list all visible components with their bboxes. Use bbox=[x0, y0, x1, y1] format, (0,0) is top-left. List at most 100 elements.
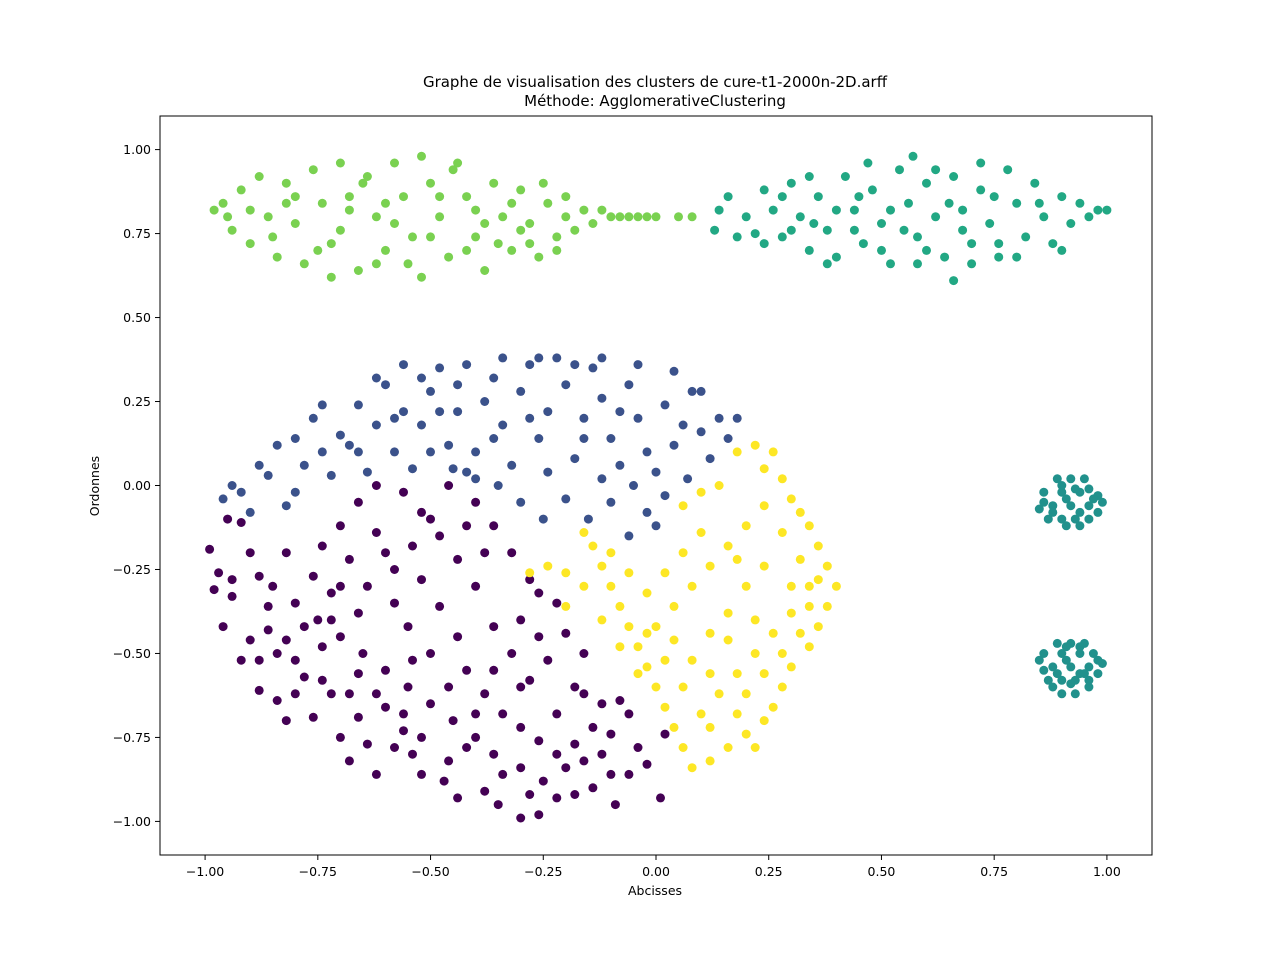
data-point bbox=[1052, 474, 1062, 484]
data-point bbox=[408, 749, 417, 759]
data-point bbox=[489, 521, 499, 531]
data-point bbox=[831, 205, 841, 215]
data-point bbox=[597, 353, 607, 363]
data-point bbox=[606, 434, 616, 443]
data-point bbox=[317, 642, 327, 652]
data-point bbox=[335, 225, 345, 235]
data-point bbox=[786, 494, 796, 504]
data-point bbox=[710, 225, 720, 235]
data-point bbox=[525, 575, 535, 585]
data-point bbox=[290, 655, 300, 665]
data-point bbox=[944, 198, 954, 208]
data-point bbox=[908, 151, 918, 161]
data-point bbox=[290, 219, 300, 228]
data-point bbox=[579, 649, 589, 658]
y-tick-label: −1.00 bbox=[113, 814, 151, 829]
data-point bbox=[444, 440, 454, 450]
data-point bbox=[245, 205, 255, 215]
data-point bbox=[308, 413, 318, 423]
data-point bbox=[263, 625, 273, 635]
data-point bbox=[877, 245, 886, 255]
data-point bbox=[976, 158, 986, 168]
data-point bbox=[886, 259, 895, 269]
data-point bbox=[507, 460, 517, 470]
x-tick-label: −0.25 bbox=[524, 864, 562, 879]
data-point bbox=[371, 528, 381, 537]
data-point bbox=[254, 571, 264, 581]
data-point bbox=[353, 447, 363, 457]
data-point bbox=[696, 487, 706, 497]
data-point bbox=[525, 568, 535, 578]
chart-subtitle: Méthode: AgglomerativeClustering bbox=[524, 92, 786, 110]
data-point bbox=[633, 642, 643, 652]
data-point bbox=[1057, 675, 1067, 685]
data-point bbox=[795, 212, 805, 222]
data-point bbox=[489, 749, 499, 759]
data-point bbox=[299, 622, 309, 632]
data-point bbox=[408, 232, 417, 242]
x-tick-label: −0.50 bbox=[411, 864, 449, 879]
y-axis-ticks: 1.00 0.75 0.50 0.25 0.00 −0.25 −0.50 −0.75 −1.00 bbox=[113, 142, 160, 829]
data-point bbox=[822, 601, 832, 611]
data-point bbox=[308, 571, 318, 581]
data-point bbox=[777, 192, 787, 202]
data-point bbox=[1075, 507, 1085, 517]
data-point bbox=[615, 642, 625, 652]
data-point bbox=[1057, 514, 1067, 524]
data-point bbox=[660, 655, 670, 665]
data-point bbox=[1093, 669, 1103, 679]
data-point bbox=[353, 497, 363, 507]
data-point bbox=[290, 434, 300, 443]
data-point bbox=[606, 769, 616, 779]
data-point bbox=[606, 548, 616, 558]
data-point bbox=[353, 266, 363, 275]
data-point bbox=[795, 507, 805, 517]
data-point bbox=[263, 212, 273, 222]
data-point bbox=[371, 373, 381, 383]
data-point bbox=[786, 178, 796, 188]
data-point bbox=[335, 158, 345, 168]
data-point bbox=[313, 245, 323, 255]
data-point bbox=[552, 749, 562, 759]
data-point bbox=[205, 544, 215, 554]
data-point bbox=[696, 528, 706, 537]
data-point bbox=[417, 420, 426, 430]
data-point bbox=[1066, 474, 1076, 484]
data-point bbox=[759, 185, 769, 195]
y-tick-label: −0.50 bbox=[113, 646, 151, 661]
data-point bbox=[714, 481, 724, 490]
data-point bbox=[678, 682, 688, 692]
data-point bbox=[759, 669, 769, 679]
data-point bbox=[543, 407, 553, 417]
data-point bbox=[989, 192, 999, 202]
data-point bbox=[597, 699, 607, 709]
data-point bbox=[381, 702, 390, 712]
data-point bbox=[678, 420, 688, 430]
data-point bbox=[399, 709, 408, 719]
data-point bbox=[985, 219, 995, 228]
data-point bbox=[561, 601, 571, 611]
data-point bbox=[705, 722, 715, 732]
data-point bbox=[854, 192, 864, 202]
data-point bbox=[597, 749, 607, 759]
data-point bbox=[696, 427, 706, 437]
x-axis-label: Abcisses bbox=[628, 883, 682, 898]
data-point bbox=[660, 491, 670, 501]
data-point bbox=[899, 225, 909, 235]
data-point bbox=[967, 239, 977, 249]
data-point bbox=[516, 615, 526, 625]
data-point bbox=[822, 225, 832, 235]
data-point bbox=[453, 158, 463, 168]
data-point bbox=[344, 756, 354, 766]
data-point bbox=[272, 696, 282, 705]
data-point bbox=[290, 689, 300, 699]
data-point bbox=[426, 232, 435, 242]
data-point bbox=[660, 568, 670, 578]
data-point bbox=[588, 722, 598, 732]
x-tick-label: 0.75 bbox=[980, 864, 1008, 879]
data-point bbox=[1097, 659, 1107, 668]
data-point bbox=[1039, 497, 1049, 507]
data-point bbox=[624, 769, 634, 779]
data-point bbox=[426, 514, 435, 524]
